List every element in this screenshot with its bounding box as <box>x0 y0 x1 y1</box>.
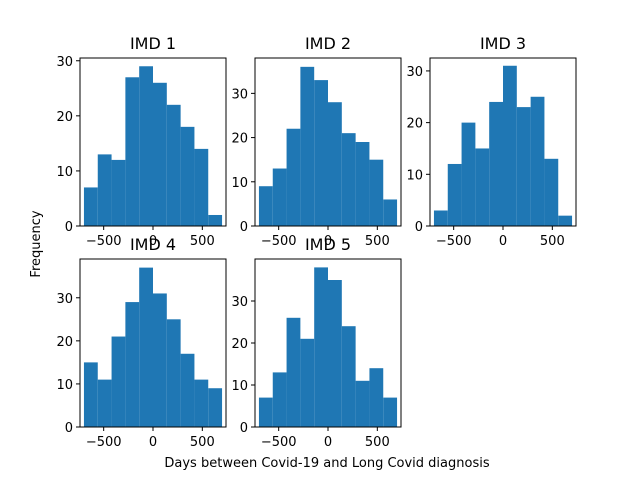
histogram-bar <box>97 154 112 226</box>
histogram-panel-3: −500 0 500 0 10 20 30 IMD 3 <box>406 34 577 249</box>
panel-title: IMD 4 <box>130 235 176 254</box>
y-tick-label: 10 <box>406 168 423 183</box>
histogram-bar <box>286 317 301 427</box>
x-tick-label: −500 <box>261 234 297 249</box>
histogram-bar <box>166 319 181 427</box>
y-tick-label: 30 <box>231 295 248 310</box>
histogram-bar <box>475 148 490 226</box>
histogram-bar <box>530 96 545 227</box>
y-tick-label: 10 <box>56 165 73 180</box>
histogram-bar <box>314 80 328 227</box>
histogram-bar <box>194 379 209 427</box>
histogram-panels: −500 0 500 0 10 20 30 IMD 1 −500 0 500 0 10 20 30 IMD 2… <box>56 34 577 450</box>
histogram-bar <box>355 380 370 427</box>
histogram-bar <box>208 388 223 427</box>
histogram-bar <box>383 199 398 226</box>
histogram-panel-5: −500 0 500 0 10 20 30 IMD 5 <box>231 235 402 450</box>
histogram-bar <box>369 159 384 226</box>
histogram-bar <box>258 397 273 427</box>
y-tick-label: 0 <box>65 220 73 235</box>
y-tick-label: 10 <box>56 378 73 393</box>
histogram-bar <box>433 210 448 226</box>
panel-title: IMD 3 <box>480 34 526 53</box>
x-axis-label: Days between Covid-19 and Long Covid dia… <box>164 456 489 471</box>
y-tick-label: 0 <box>65 421 73 436</box>
histogram-bar <box>544 158 559 226</box>
x-tick-label: 0 <box>324 234 332 249</box>
y-tick-label: 20 <box>231 337 248 352</box>
histogram-bar <box>558 215 573 226</box>
histogram-bar <box>153 293 167 427</box>
histogram-bar <box>328 280 342 427</box>
y-tick-label: 30 <box>231 87 248 102</box>
histogram-bar <box>111 159 126 226</box>
histogram-bar <box>97 379 112 427</box>
histogram-panel-2: −500 0 500 0 10 20 30 IMD 2 <box>231 34 402 249</box>
histogram-bar <box>180 353 195 427</box>
histogram-bar <box>194 148 209 226</box>
x-tick-label: 0 <box>149 435 157 450</box>
y-tick-label: 30 <box>406 65 423 80</box>
histogram-bar <box>83 362 98 427</box>
y-tick-label: 10 <box>231 176 248 191</box>
y-tick-label: 0 <box>240 421 248 436</box>
histogram-bar <box>516 107 531 226</box>
y-tick-label: 20 <box>56 110 73 125</box>
x-tick-label: 0 <box>499 234 507 249</box>
histogram-bar <box>208 214 223 226</box>
histogram-bar <box>125 77 140 226</box>
histogram-bar <box>300 338 315 427</box>
y-tick-label: 0 <box>415 220 423 235</box>
x-tick-label: 0 <box>149 234 157 249</box>
x-tick-label: 500 <box>540 234 565 249</box>
x-tick-label: −500 <box>86 435 122 450</box>
x-tick-label: 500 <box>365 234 390 249</box>
histogram-bar <box>286 128 301 226</box>
histogram-bar <box>111 336 126 427</box>
histogram-bar <box>355 142 370 226</box>
x-tick-label: −500 <box>86 234 122 249</box>
histogram-bar <box>447 163 462 226</box>
y-tick-label: 20 <box>56 335 73 350</box>
y-tick-label: 0 <box>240 220 248 235</box>
histogram-bar <box>300 66 315 226</box>
x-tick-label: 500 <box>190 234 215 249</box>
histogram-bar <box>125 302 140 427</box>
x-tick-label: 500 <box>365 435 390 450</box>
histogram-bar <box>153 82 167 226</box>
histogram-bar <box>180 126 195 226</box>
histogram-panel-1: −500 0 500 0 10 20 30 IMD 1 <box>56 34 227 249</box>
histogram-panel-4: −500 0 500 0 10 20 30 IMD 4 <box>56 235 227 450</box>
histogram-bar <box>461 122 476 226</box>
histogram-bar <box>258 186 273 226</box>
histogram-bar <box>489 101 503 226</box>
histogram-bar <box>272 372 287 427</box>
x-tick-label: 0 <box>324 435 332 450</box>
histogram-bar <box>383 397 398 427</box>
y-tick-label: 20 <box>406 117 423 132</box>
y-axis-label: Frequency <box>29 210 44 277</box>
histogram-bar <box>314 267 328 427</box>
histogram-bar <box>341 326 356 427</box>
y-tick-label: 30 <box>56 55 73 70</box>
y-tick-label: 30 <box>56 292 73 307</box>
x-tick-label: 500 <box>190 435 215 450</box>
panel-title: IMD 5 <box>305 235 351 254</box>
x-tick-label: −500 <box>436 234 472 249</box>
x-tick-label: −500 <box>261 435 297 450</box>
histogram-bar <box>341 133 356 226</box>
y-tick-label: 10 <box>231 379 248 394</box>
histogram-bar <box>503 65 517 226</box>
histogram-bar <box>139 267 153 427</box>
histogram-bar <box>328 102 342 226</box>
panel-title: IMD 2 <box>305 34 351 53</box>
histogram-bar <box>166 104 181 226</box>
panel-title: IMD 1 <box>130 34 176 53</box>
y-tick-label: 20 <box>231 132 248 147</box>
histogram-bar <box>83 187 98 226</box>
histogram-bar <box>369 368 384 427</box>
histogram-bar <box>272 168 287 226</box>
histogram-bar <box>139 66 153 226</box>
